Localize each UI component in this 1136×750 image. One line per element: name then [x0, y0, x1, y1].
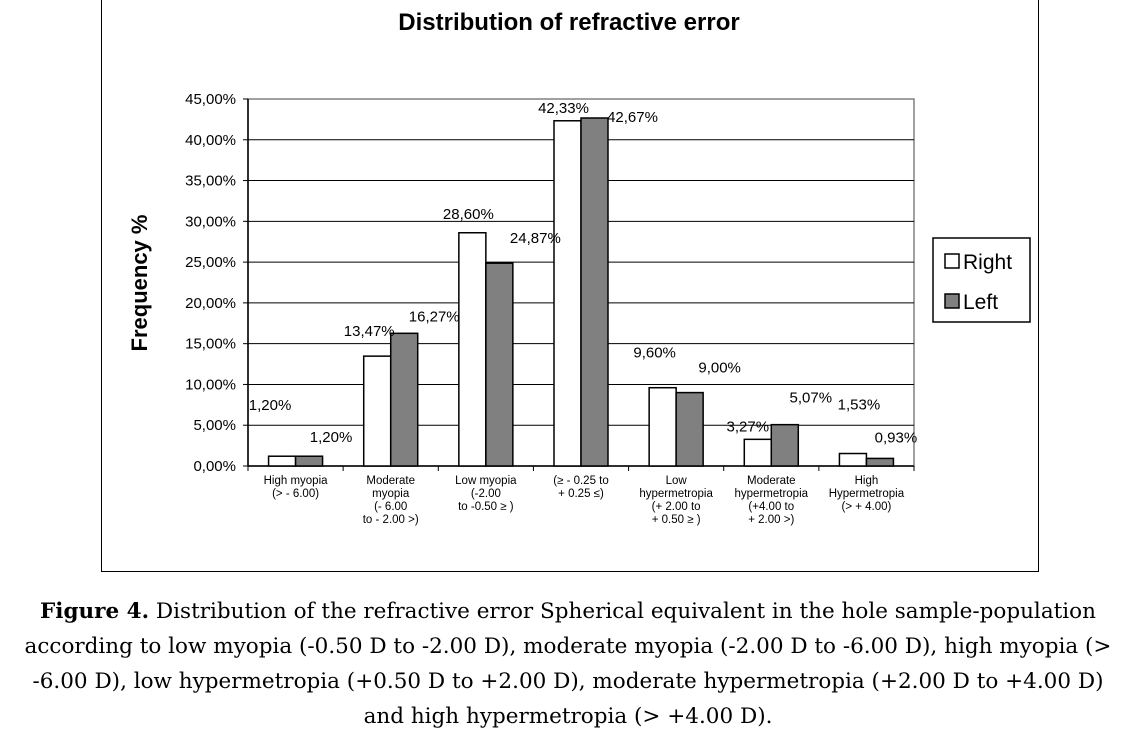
- category-label: + 2.00 >): [748, 514, 794, 526]
- category-label: + 0.50 ≥ ): [652, 514, 701, 526]
- caption-label: Figure 4.: [40, 599, 150, 624]
- data-label-left: 24,87%: [510, 230, 561, 247]
- y-tick-label: 35,00%: [185, 173, 236, 190]
- bar-right: [362, 355, 392, 467]
- bar-right: [267, 455, 297, 467]
- y-axis-label: Frequency %: [127, 215, 152, 352]
- category-label: (+4.00 to: [748, 501, 794, 513]
- y-tick-label: 25,00%: [185, 254, 236, 271]
- category-label: to -0.50 ≥ ): [458, 501, 514, 513]
- bar-left: [485, 262, 514, 467]
- bar-left: [865, 457, 895, 467]
- category-label: (> - 6.00): [272, 488, 319, 500]
- y-tick-label: 5,00%: [193, 417, 236, 434]
- category-label: (≥ - 0.25 to: [553, 475, 609, 487]
- bar-left: [675, 391, 704, 467]
- data-label-right: 9,60%: [633, 345, 676, 362]
- bar-right: [458, 232, 487, 467]
- bar-left: [294, 455, 324, 467]
- category-label: (+ 2.00 to: [652, 501, 701, 513]
- category-label: hypermetropia: [639, 488, 713, 500]
- y-tick-label: 10,00%: [185, 376, 236, 393]
- category-label: Hypermetropia: [829, 488, 905, 500]
- category-label: (> + 4.00): [841, 501, 891, 513]
- data-label-left: 42,67%: [607, 109, 658, 126]
- data-label-right: 42,33%: [538, 100, 589, 117]
- bars: [267, 117, 895, 467]
- data-label-right: 13,47%: [344, 323, 395, 340]
- caption-text: Distribution of the refractive error Sph…: [24, 599, 1112, 729]
- category-label: Moderate: [366, 475, 415, 487]
- data-label-left: 5,07%: [790, 390, 833, 407]
- y-tick-label: 40,00%: [185, 132, 236, 149]
- data-label-left: 9,00%: [698, 360, 741, 377]
- category-label: Moderate: [747, 475, 796, 487]
- legend-swatch-left: [944, 293, 960, 309]
- bar-right: [648, 386, 677, 467]
- bar-right: [838, 452, 868, 467]
- chart-title: Distribution of refractive error: [398, 9, 739, 36]
- data-label-right: 3,27%: [727, 418, 770, 435]
- category-label: (- 6.00: [374, 501, 407, 513]
- category-label: Low: [666, 475, 688, 487]
- category-label: High: [855, 475, 879, 487]
- category-label: (-2.00: [471, 488, 501, 500]
- legend-label-right: Right: [963, 251, 1012, 274]
- bar-right: [553, 120, 582, 467]
- category-label: + 0.25 ≤): [558, 488, 604, 500]
- y-tick-label: 45,00%: [185, 91, 236, 108]
- axes: 0,00% 5,00% 10,00% 15,00% 20,00% 25,00% 30,00%…: [185, 91, 915, 475]
- bar-left: [770, 423, 800, 467]
- data-label-right: 28,60%: [443, 206, 494, 223]
- category-label: myopia: [372, 488, 410, 500]
- legend-label-left: Left: [963, 291, 998, 314]
- y-tick-label: 15,00%: [185, 336, 236, 353]
- y-tick-label: 0,00%: [193, 458, 236, 475]
- bar-left: [580, 117, 609, 467]
- data-labels: 1,20% 1,20% 13,47% 16,27% 28,60% 24,87% 42,33%…: [249, 100, 917, 447]
- legend-swatch-right: [944, 253, 960, 269]
- data-label-left: 0,93%: [875, 429, 918, 446]
- data-label-right: 1,20%: [249, 397, 292, 414]
- y-tick-label: 20,00%: [185, 295, 236, 312]
- category-label: hypermetropia: [735, 488, 809, 500]
- data-label-left: 16,27%: [409, 308, 460, 325]
- bar-left: [389, 332, 419, 467]
- figure-caption: Figure 4. Distribution of the refractive…: [10, 594, 1126, 734]
- data-label-right: 1,53%: [838, 397, 881, 414]
- category-label: High myopia: [264, 475, 329, 487]
- category-label: to - 2.00 >): [363, 514, 419, 526]
- bar-chart: Distribution of refractive error Frequen…: [127, 9, 1031, 526]
- bar-right: [743, 438, 773, 467]
- category-label: Low myopia: [455, 475, 517, 487]
- data-label-left: 1,20%: [310, 429, 353, 446]
- y-tick-label: 30,00%: [185, 213, 236, 230]
- legend: Right Left: [932, 237, 1031, 323]
